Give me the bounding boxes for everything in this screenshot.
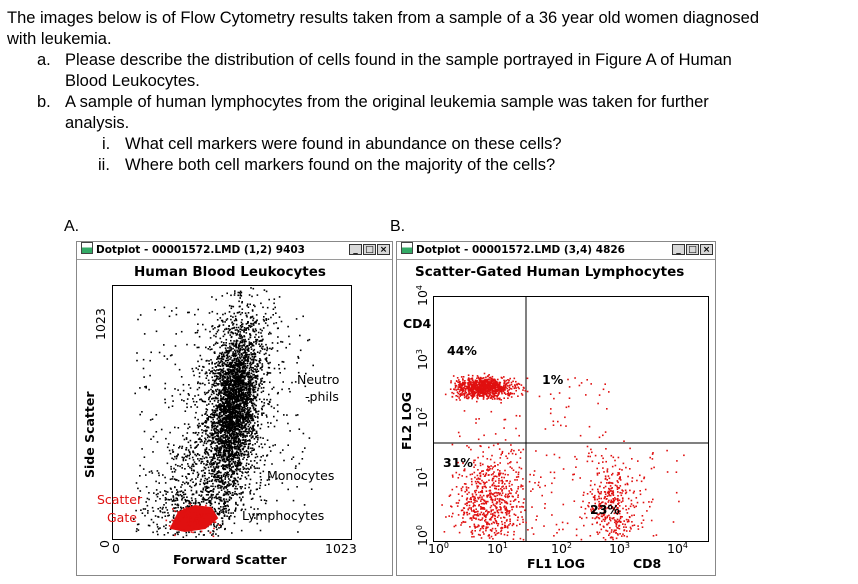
maximize-button[interactable]: □ [363, 244, 376, 255]
pct-upper-right: 1% [542, 372, 564, 387]
pct-upper-left: 44% [447, 343, 477, 358]
label-scatter: Scatter [97, 492, 143, 507]
close-button[interactable]: × [700, 244, 713, 255]
figure-b-y-tick-1: 101 [415, 467, 430, 488]
label-neutrophils-2: -phils [305, 389, 339, 404]
item-a-line-2: Blood Leukocytes. [65, 72, 200, 90]
figure-b-titlebar: Dotplot - 00001572.LMD (3,4) 4826 _ □ × [397, 242, 715, 260]
figure-b-y-tick-4: 104 [415, 285, 430, 306]
figure-a-window: Dotplot - 00001572.LMD (1,2) 9403 _ □ × … [76, 241, 393, 576]
item-b-line-2: analysis. [65, 114, 130, 132]
figure-a-dotplot [133, 287, 314, 538]
figure-b-x-tick-4: 104 [667, 541, 688, 556]
figure-a-x-tick-max: 1023 [325, 541, 357, 556]
pct-lower-left: 31% [443, 455, 473, 470]
item-ii-marker: ii. [98, 156, 110, 174]
figure-b-y-axis-label: FL2 LOG [399, 392, 414, 450]
figure-b-y-tick-3: 103 [415, 349, 430, 370]
item-a-line-1: Please describe the distribution of cell… [65, 51, 732, 69]
figure-b-plot-title: Scatter-Gated Human Lymphocytes [415, 264, 685, 280]
intro-line-1: The images below is of Flow Cytometry re… [7, 9, 760, 27]
figure-a-x-tick-min: 0 [112, 541, 120, 556]
dotplot-app-icon [401, 242, 413, 254]
item-b-marker: b. [37, 93, 51, 111]
figure-a-y-tick-max: 1023 [93, 308, 108, 340]
figure-b-x-marker: CD8 [633, 556, 662, 571]
figure-a-label: A. [64, 218, 80, 235]
pct-lower-right: 23% [590, 502, 620, 517]
figure-b-x-tick-0: 100 [428, 541, 449, 556]
figure-a-x-axis-label: Forward Scatter [173, 552, 287, 567]
item-a-marker: a. [37, 51, 51, 69]
label-gate: Gate [107, 510, 137, 525]
label-neutrophils-1: Neutro [297, 372, 340, 387]
maximize-button[interactable]: □ [686, 244, 699, 255]
figure-b-x-tick-3: 103 [609, 541, 630, 556]
figure-a-y-tick-min: 0 [97, 540, 112, 548]
dotplot-app-icon [81, 242, 93, 254]
figure-a-plot-title: Human Blood Leukocytes [134, 264, 326, 280]
figure-b-plot-area [433, 296, 709, 542]
close-button[interactable]: × [377, 244, 390, 255]
figure-a-window-title: Dotplot - 00001572.LMD (1,2) 9403 [96, 244, 305, 256]
item-b-line-1: A sample of human lymphocytes from the o… [65, 93, 709, 111]
figure-a-plot-area [112, 285, 352, 540]
item-i-text: What cell markers were found in abundanc… [125, 135, 562, 153]
figure-b-x-axis-label: FL1 LOG [527, 556, 585, 571]
figure-b-x-tick-1: 101 [487, 541, 508, 556]
figure-b-y-marker: CD4 [403, 316, 432, 331]
figure-a-titlebar: Dotplot - 00001572.LMD (1,2) 9403 _ □ × [77, 242, 392, 260]
item-i-marker: i. [102, 135, 111, 153]
item-ii-text: Where both cell markers found on the maj… [125, 156, 556, 174]
figure-b-window-title: Dotplot - 00001572.LMD (3,4) 4826 [416, 244, 625, 256]
label-lymphocytes: Lymphocytes [242, 508, 325, 523]
minimize-button[interactable]: _ [349, 244, 362, 255]
figure-b-label: B. [390, 218, 406, 235]
figure-b-y-tick-2: 102 [415, 407, 430, 428]
figure-b-x-tick-2: 102 [551, 541, 572, 556]
label-monocytes: Monocytes [267, 468, 335, 483]
figure-a-y-axis-label: Side Scatter [82, 391, 97, 478]
figure-b-dotplot [434, 297, 708, 541]
minimize-button[interactable]: _ [672, 244, 685, 255]
intro-line-2: with leukemia. [7, 30, 112, 48]
figure-b-window: Dotplot - 00001572.LMD (3,4) 4826 _ □ × … [396, 241, 716, 576]
